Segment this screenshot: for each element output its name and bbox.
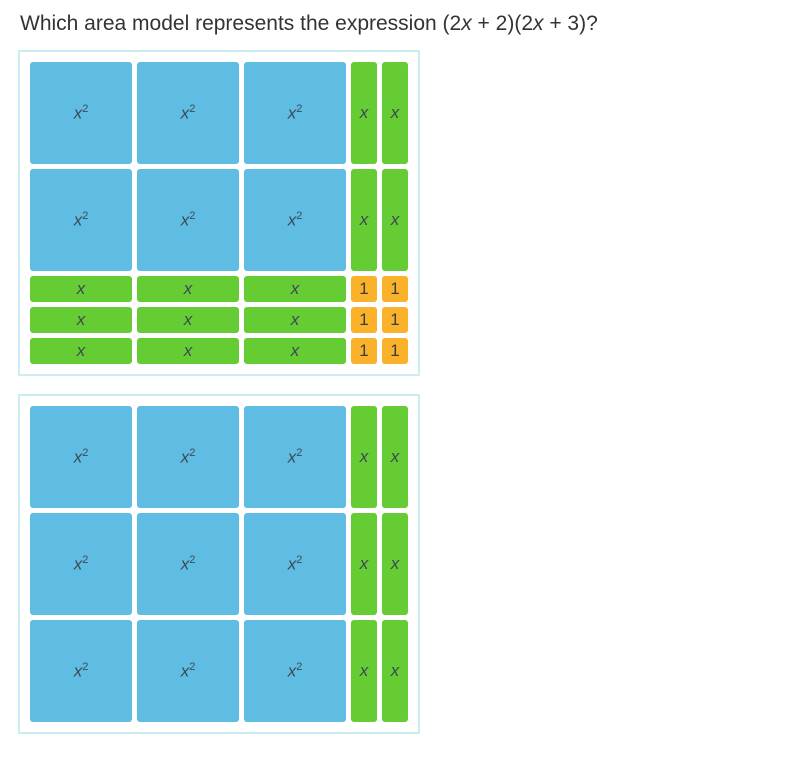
tile-x-squared: x2 [244,513,346,615]
tile-x-squared: x2 [244,406,346,508]
question-var-2: x [533,12,544,35]
tile-x-squared: x2 [137,620,239,722]
tile-x-squared: x2 [30,513,132,615]
tile-x-squared: x2 [30,620,132,722]
tile-x-squared: x2 [244,620,346,722]
tile-x-squared: x2 [30,62,132,164]
question-prefix: Which area model represents the expressi… [20,12,461,35]
tile-x-horizontal: x [30,276,132,302]
tile-x-horizontal: x [30,338,132,364]
tile-x-vertical: x [351,169,377,271]
tile-x-squared: x2 [244,169,346,271]
tile-x-vertical: x [382,62,408,164]
tile-x-vertical: x [351,620,377,722]
tile-x-squared: x2 [30,169,132,271]
tile-x-squared: x2 [137,513,239,615]
tile-x-squared: x2 [137,169,239,271]
tile-unit: 1 [382,307,408,333]
tile-unit: 1 [382,338,408,364]
tile-x-horizontal: x [137,338,239,364]
tile-x-horizontal: x [137,307,239,333]
model-row: xxx11 [30,307,408,333]
tile-unit: 1 [382,276,408,302]
tile-x-horizontal: x [30,307,132,333]
model-row: x2x2x2xx [30,406,408,508]
model-grid: x2x2x2xxx2x2x2xxx2x2x2xx [30,406,408,722]
model-row: xxx11 [30,276,408,302]
tile-x-horizontal: x [137,276,239,302]
tile-x-squared: x2 [137,62,239,164]
tile-x-horizontal: x [244,338,346,364]
tile-unit: 1 [351,338,377,364]
model-row: x2x2x2xx [30,620,408,722]
question-suffix: + 3)? [544,12,598,35]
tile-x-squared: x2 [137,406,239,508]
page: Which area model represents the expressi… [0,0,807,782]
tile-unit: 1 [351,276,377,302]
tile-x-vertical: x [351,62,377,164]
tile-x-squared: x2 [244,62,346,164]
tile-x-vertical: x [351,513,377,615]
question-var-1: x [461,12,472,35]
model-row: x2x2x2xx [30,169,408,271]
tile-x-vertical: x [382,620,408,722]
model-row: x2x2x2xx [30,513,408,615]
tile-x-vertical: x [382,513,408,615]
tile-x-horizontal: x [244,307,346,333]
area-model-2[interactable]: x2x2x2xxx2x2x2xxx2x2x2xx [18,394,420,734]
question-mid: + 2)(2 [472,12,533,35]
tile-unit: 1 [351,307,377,333]
model-grid: x2x2x2xxx2x2x2xxxxx11xxx11xxx11 [30,62,408,364]
tile-x-squared: x2 [30,406,132,508]
tile-x-horizontal: x [244,276,346,302]
model-row: xxx11 [30,338,408,364]
tile-x-vertical: x [382,406,408,508]
tile-x-vertical: x [382,169,408,271]
area-model-1[interactable]: x2x2x2xxx2x2x2xxxxx11xxx11xxx11 [18,50,420,376]
models-container: x2x2x2xxx2x2x2xxxxx11xxx11xxx11x2x2x2xxx… [18,50,789,752]
tile-x-vertical: x [351,406,377,508]
question-text: Which area model represents the expressi… [20,12,789,36]
model-row: x2x2x2xx [30,62,408,164]
